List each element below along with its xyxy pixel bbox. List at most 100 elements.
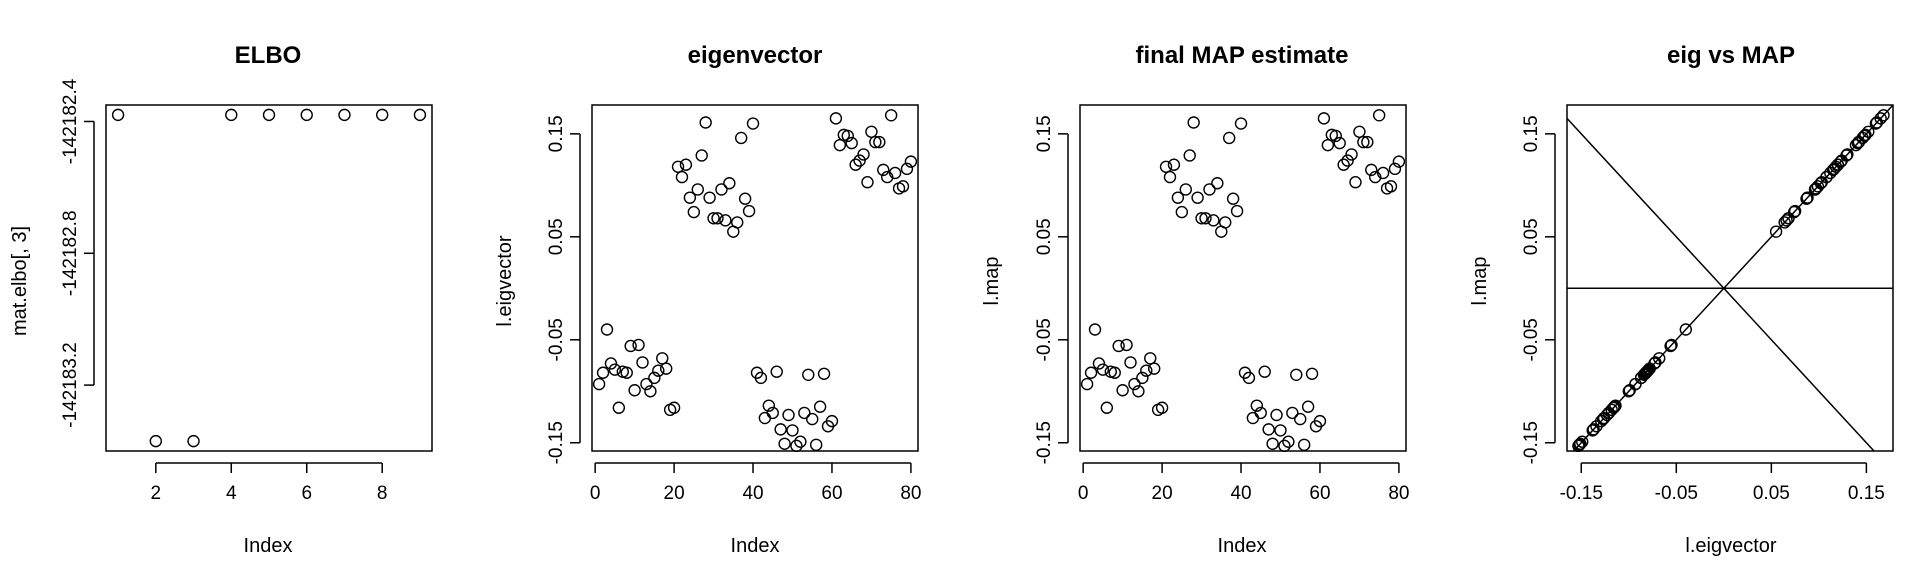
data-point (262, 108, 276, 122)
data-point (794, 435, 807, 448)
data-point (1809, 182, 1823, 195)
data-point (754, 371, 768, 385)
data-point (1262, 423, 1275, 436)
x-axis-label: l.eigvector (1685, 535, 1776, 557)
data-point (786, 424, 799, 437)
data-point (1572, 439, 1585, 453)
data-point (707, 212, 720, 225)
x-tick-label: 60 (1309, 483, 1330, 504)
y-tick-label: -0.05 (1034, 318, 1055, 361)
data-point (861, 176, 874, 189)
data-point (1211, 177, 1224, 190)
data-point (375, 108, 389, 122)
x-axis-label: Index (244, 535, 293, 557)
data-point (1595, 414, 1608, 428)
data-point (644, 385, 657, 398)
data-point (766, 406, 779, 420)
x-tick-label: -0.15 (1560, 483, 1603, 504)
data-point (790, 439, 803, 453)
data-point (1596, 412, 1610, 426)
data-point (636, 356, 649, 369)
data-point (149, 434, 163, 448)
y-tick-label: 0.05 (1034, 218, 1055, 255)
x-tick-label: 0 (590, 483, 601, 504)
data-point (1862, 125, 1875, 138)
y-axis-label: l.map (981, 257, 1003, 306)
y-tick-label: -142182.8 (60, 210, 81, 296)
data-point (731, 216, 744, 229)
data-point (1096, 363, 1110, 376)
data-point (806, 412, 819, 426)
data-point (703, 191, 716, 204)
data-point (1290, 368, 1303, 381)
data-point (742, 204, 756, 218)
x-tick-label: 40 (742, 483, 763, 504)
data-point (1811, 180, 1825, 193)
data-point (695, 149, 708, 162)
data-point (624, 339, 637, 353)
data-point (620, 366, 633, 379)
data-point (1357, 135, 1370, 149)
data-point (1108, 366, 1121, 379)
x-tick-label: -0.05 (1655, 483, 1698, 504)
x-tick-label: 20 (1152, 483, 1173, 504)
data-point (1203, 183, 1216, 196)
data-point (774, 423, 787, 436)
data-point (1234, 117, 1248, 130)
data-point (592, 377, 606, 391)
data-point (1250, 399, 1264, 412)
x-tick-label: 0.15 (1848, 483, 1885, 504)
data-point (1826, 163, 1840, 177)
x-tick-label: 0 (1078, 483, 1089, 504)
reference-lines (1567, 105, 1893, 451)
x-tick-label: 4 (226, 483, 237, 504)
data-point (1870, 116, 1884, 129)
data-point (1191, 191, 1204, 204)
panel-eig-vs-map: eig vs MAP l.eigvector l.map -0.15 -0.05 0… (1469, 42, 1894, 557)
y-tick-label: 0.15 (546, 115, 567, 152)
data-point (1100, 401, 1114, 414)
data-point (1116, 384, 1129, 397)
data-point (1337, 158, 1350, 171)
data-point (1841, 148, 1854, 161)
x-axis-label: Index (1218, 535, 1267, 557)
x-tick-label: 80 (900, 483, 921, 504)
y-tick-label: -0.15 (1521, 421, 1542, 464)
data-point (600, 323, 614, 336)
data-point (1641, 364, 1654, 377)
data-point (817, 367, 831, 380)
data-point (1305, 367, 1319, 380)
data-point (1388, 162, 1402, 176)
data-point (829, 112, 843, 125)
negative-identity-line (1567, 117, 1876, 451)
data-point (679, 158, 693, 171)
data-point (853, 154, 866, 167)
data-point (1874, 112, 1887, 125)
data-point (225, 108, 238, 122)
data-point (1242, 371, 1256, 385)
data-point (1219, 216, 1232, 229)
data-point (1780, 214, 1793, 227)
data-point (1199, 212, 1212, 225)
panel-title: final MAP estimate (1136, 42, 1349, 69)
data-point (675, 170, 689, 184)
data-point (1136, 371, 1149, 385)
panel-final-map-estimate: final MAP estimate Index l.map 0 20 40 60 80… (981, 42, 1409, 557)
plot-frame (1566, 104, 1894, 452)
data-point (628, 384, 641, 397)
data-point (1254, 406, 1267, 420)
data-point (1286, 406, 1299, 420)
data-point (1230, 204, 1244, 218)
y-tick-label: -0.05 (546, 318, 567, 361)
data-point (656, 352, 669, 365)
data-point (1297, 438, 1311, 452)
data-point (1317, 112, 1331, 125)
data-point (1183, 149, 1196, 162)
data-point (865, 125, 878, 138)
data-point (1140, 364, 1153, 377)
data-point (1171, 191, 1185, 204)
data-point (1392, 155, 1406, 168)
data-point (608, 363, 622, 376)
data-point (809, 438, 823, 452)
